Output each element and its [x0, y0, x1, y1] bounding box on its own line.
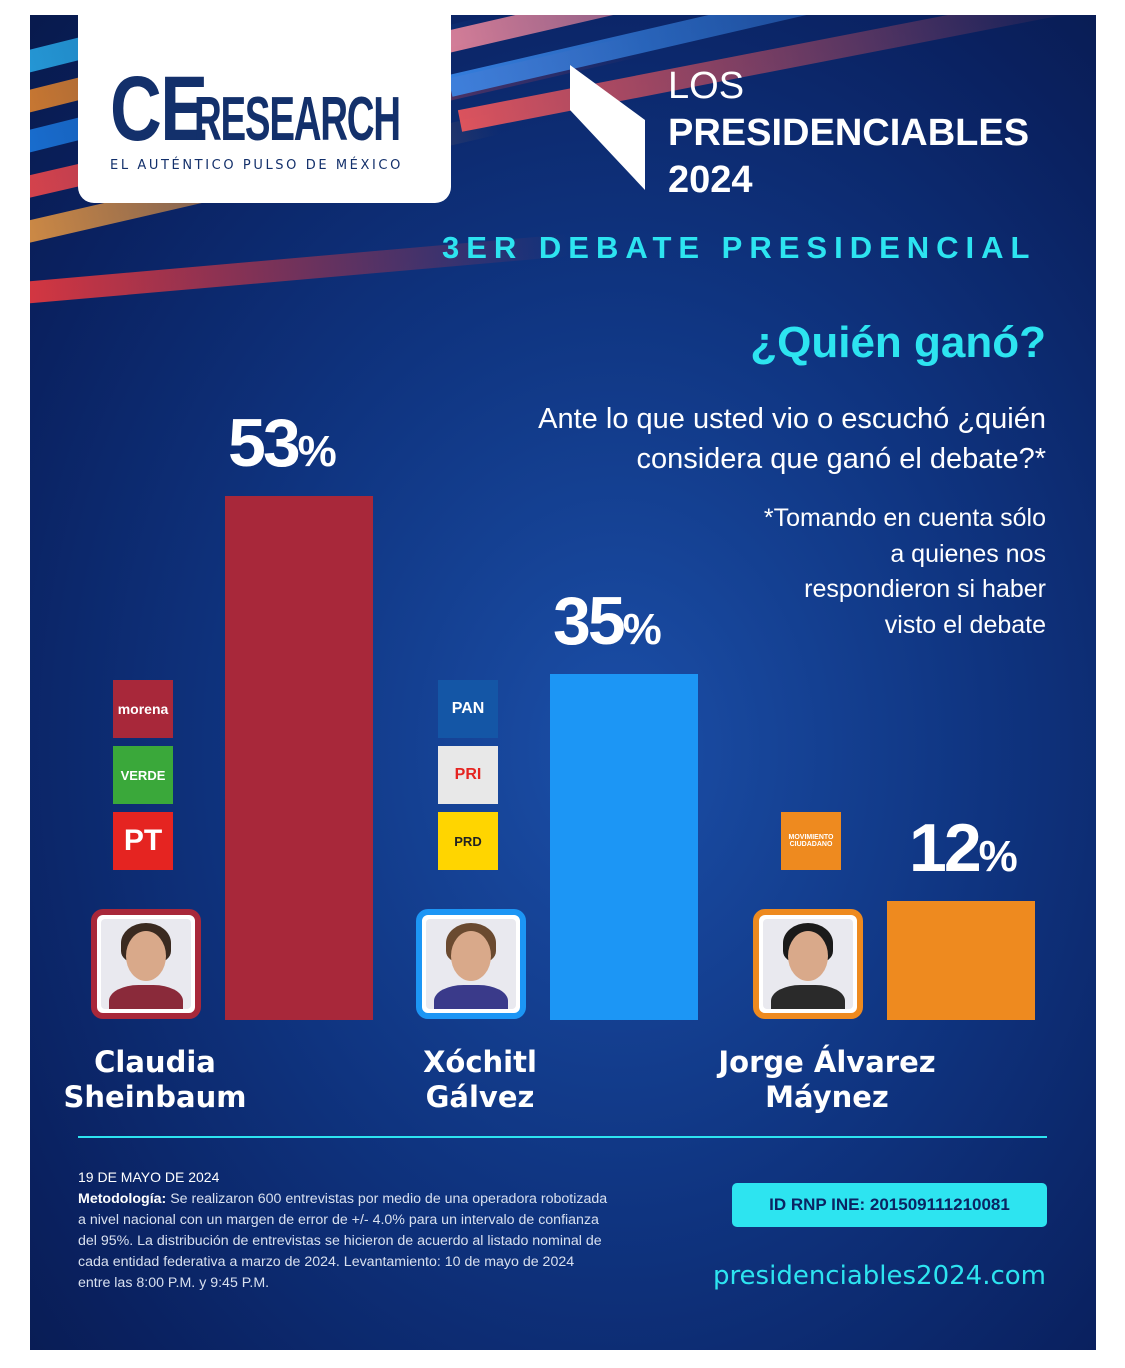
candidate-name-line: Xóchitl: [423, 1045, 537, 1079]
survey-date: 19 DE MAYO DE 2024: [78, 1169, 220, 1185]
divider: [78, 1136, 1047, 1138]
candidate-name-line: Máynez: [765, 1080, 889, 1114]
percent-sign: %: [622, 605, 662, 655]
chart-title: ¿Quién ganó?: [750, 318, 1046, 367]
percent-label: 12%: [909, 809, 1069, 887]
infographic: CERESEARCH EL AUTÉNTICO PULSO DE MÉXICO …: [30, 15, 1096, 1350]
ceresearch-logo: CERESEARCH EL AUTÉNTICO PULSO DE MÉXICO: [78, 15, 451, 203]
candidate-name-line: Gálvez: [425, 1080, 535, 1114]
candidate-name: Xóchitl Gálvez: [350, 1045, 610, 1115]
party-logo-pri: PRI: [438, 746, 498, 804]
candidate-photo: [91, 909, 201, 1019]
bar-0: [225, 496, 373, 1020]
methodology: Metodología: Se realizaron 600 entrevist…: [78, 1189, 608, 1294]
logo-tagline: EL AUTÉNTICO PULSO DE MÉXICO: [110, 158, 403, 173]
party-logo-pt: PT: [113, 812, 173, 870]
party-logo-movimiento-ciudadano: MOVIMIENTO CIUDADANO: [781, 812, 841, 870]
series-line-1: LOS: [668, 65, 745, 107]
candidate-name-line: Sheinbaum: [63, 1080, 247, 1114]
party-logo-prd: PRD: [438, 812, 498, 870]
candidate-name-line: Jorge Álvarez: [718, 1045, 936, 1079]
question-text: Ante lo que usted vio o escuchó ¿quién c…: [538, 403, 1046, 475]
party-logo-verde: VERDE: [113, 746, 173, 804]
logo-ce: CE: [110, 58, 208, 160]
logo-research: RESEARCH: [193, 85, 401, 154]
percent-label: 35%: [553, 582, 713, 660]
percent-label: 53%: [228, 404, 388, 482]
party-logo-pan: PAN: [438, 680, 498, 738]
party-logo-morena: morena: [113, 680, 173, 738]
bar-1: [550, 674, 698, 1020]
percent-value: 12: [909, 810, 982, 887]
percent-value: 53: [228, 405, 301, 482]
series-line-2: PRESIDENCIABLES: [668, 112, 1030, 154]
methodology-label: Metodología:: [78, 1191, 167, 1207]
series-title: LOS PRESIDENCIABLES 2024: [668, 63, 1029, 204]
bar-2: [887, 901, 1035, 1020]
candidate-name: Claudia Sheinbaum: [30, 1045, 285, 1115]
candidate-name: Jorge Álvarez Máynez: [697, 1045, 957, 1115]
percent-sign: %: [297, 427, 337, 477]
series-line-3: 2024: [668, 159, 753, 201]
footnote: *Tomando en cuenta sólo a quienes nos re…: [763, 504, 1046, 639]
ine-id-badge: ID RNP INE: 201509111210081: [732, 1183, 1047, 1227]
event-title: 3ER DEBATE PRESIDENCIAL: [442, 230, 1037, 265]
methodology-text: Se realizaron 600 entrevistas por medio …: [78, 1191, 608, 1291]
candidate-photo: [753, 909, 863, 1019]
percent-sign: %: [978, 832, 1018, 882]
percent-value: 35: [553, 583, 626, 660]
presidenciables-flag-icon: [570, 65, 645, 190]
candidate-name-line: Claudia: [94, 1045, 216, 1079]
candidate-photo: [416, 909, 526, 1019]
website-link[interactable]: presidenciables2024.com: [712, 1261, 1046, 1291]
